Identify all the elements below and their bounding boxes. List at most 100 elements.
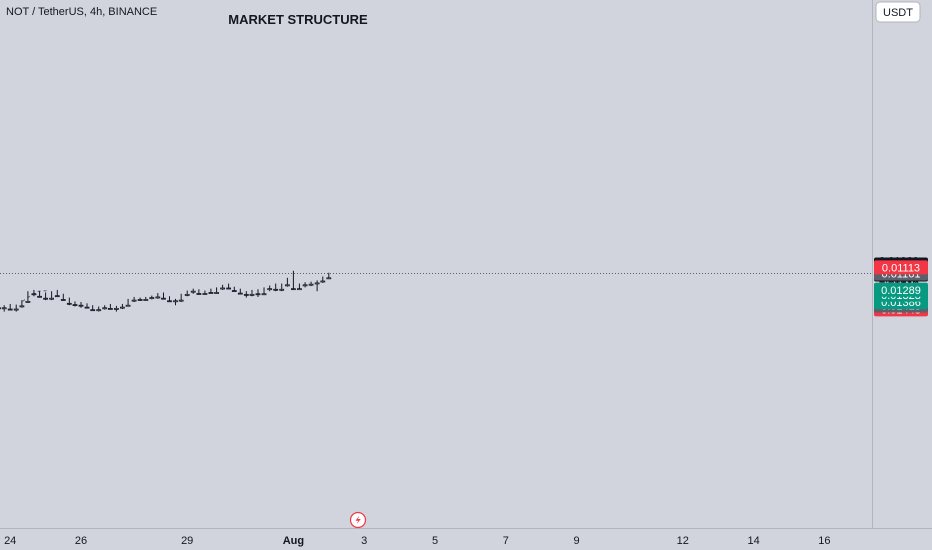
- candle-23: [107, 303, 113, 310]
- time-axis[interactable]: 24 26 29 Aug 3 5 7 9 12 14 16: [4, 535, 830, 547]
- time-tick-label: 9: [574, 535, 580, 547]
- candle-34: [173, 298, 178, 306]
- candle-body: [161, 297, 166, 300]
- candle-60: [326, 272, 332, 280]
- candle-body: [120, 306, 125, 309]
- candle-38: [196, 289, 202, 295]
- candle-10: [31, 289, 37, 297]
- time-tick-label: 12: [677, 535, 689, 547]
- candle-58: [314, 280, 320, 292]
- time-tick-label: 26: [75, 535, 87, 547]
- candle-body: [202, 293, 208, 295]
- candle-body: [131, 299, 137, 302]
- candle-body: [137, 299, 143, 301]
- candle-body: [326, 277, 332, 280]
- candle-53: [284, 277, 290, 287]
- candle-body: [279, 288, 285, 291]
- candle-body: [7, 308, 13, 311]
- candle-body: [184, 293, 190, 296]
- candle-26: [125, 298, 131, 307]
- candle-body: [49, 297, 55, 300]
- candle-5: [1, 305, 7, 312]
- candle-43: [226, 283, 232, 290]
- candle-body: [155, 296, 161, 299]
- candle-body: [54, 295, 60, 298]
- candle-body: [237, 292, 243, 295]
- candle-body: [43, 297, 48, 300]
- candle-body: [196, 293, 202, 295]
- candle-body: [96, 309, 102, 312]
- candle-body: [249, 293, 255, 296]
- candle-body: [231, 290, 237, 292]
- time-tick-label: 7: [503, 535, 509, 547]
- time-tick-label: 5: [432, 535, 438, 547]
- candle-19: [84, 303, 90, 309]
- candle-40: [208, 288, 214, 294]
- candle-body: [226, 287, 232, 290]
- candle-49: [261, 287, 267, 296]
- candle-body: [220, 287, 226, 290]
- candle-55: [297, 283, 302, 291]
- time-tick-label: 14: [747, 535, 759, 547]
- candle-body: [173, 300, 178, 303]
- candle-39: [202, 290, 208, 296]
- candle-52: [279, 283, 285, 292]
- candle-body: [267, 288, 273, 291]
- candle-12: [43, 292, 48, 301]
- price-label-value: 0.01113: [882, 262, 920, 274]
- candle-body: [1, 307, 7, 310]
- candle-body: [114, 308, 119, 310]
- currency-button[interactable]: USDT: [875, 1, 921, 23]
- candle-body: [19, 305, 25, 308]
- candle-32: [161, 292, 166, 300]
- time-tick-label: 16: [818, 535, 830, 547]
- candle-body: [290, 288, 296, 291]
- candle-13: [49, 291, 55, 301]
- candle-17: [72, 301, 78, 307]
- lightning-icon[interactable]: [349, 511, 367, 529]
- candle-body: [60, 299, 66, 301]
- candle-36: [184, 290, 190, 297]
- candle-body: [84, 306, 90, 309]
- candle-body: [255, 293, 261, 296]
- candle-51: [273, 283, 279, 292]
- candle-body: [149, 297, 155, 299]
- candle-11: [37, 291, 42, 298]
- candle-33: [167, 296, 172, 303]
- price-label: 0.01289: [874, 282, 928, 297]
- candle-body: [190, 290, 196, 293]
- candle-body: [167, 300, 172, 303]
- candle-body: [31, 293, 37, 296]
- candle-body: [314, 282, 320, 285]
- price-label-value: 0.01289: [881, 285, 921, 297]
- candle-body: [243, 293, 249, 296]
- candle-7: [13, 304, 19, 312]
- candle-body: [308, 283, 314, 286]
- candle-15: [60, 293, 66, 301]
- candle-6: [7, 303, 13, 311]
- candle-4: [0, 307, 1, 310]
- candle-body: [107, 308, 113, 310]
- candle-29: [143, 296, 149, 301]
- time-tick-label: Aug: [283, 535, 304, 547]
- candle-body: [0, 307, 1, 310]
- chart-annotation: MARKET STRUCTURE: [228, 12, 368, 27]
- candle-45: [237, 288, 243, 295]
- time-tick-label: 24: [4, 535, 16, 547]
- candle-46: [243, 291, 249, 298]
- currency-button-label: USDT: [883, 7, 913, 19]
- time-tick-label: 3: [361, 535, 367, 547]
- candle-body: [320, 280, 326, 283]
- candle-body: [214, 292, 219, 294]
- candle-50: [267, 285, 273, 292]
- candle-body: [284, 284, 290, 287]
- candle-body: [72, 304, 78, 306]
- symbol-title: NOT / TetherUS, 4h, BINANCE: [6, 6, 157, 18]
- candle-body: [66, 302, 72, 305]
- candle-56: [302, 282, 308, 288]
- candle-31: [155, 293, 161, 299]
- candle-21: [96, 306, 102, 312]
- candle-body: [13, 308, 19, 311]
